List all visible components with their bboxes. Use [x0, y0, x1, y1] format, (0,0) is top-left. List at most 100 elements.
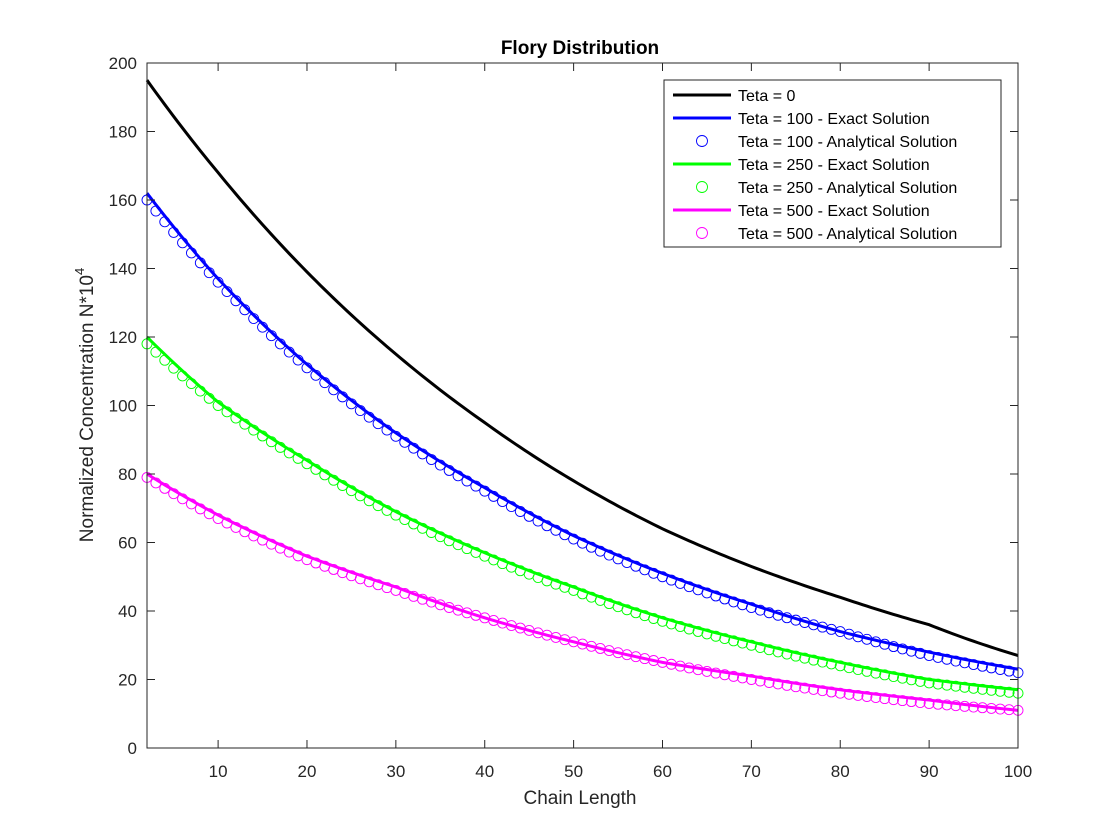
data-point-marker [950, 700, 962, 712]
data-point-marker [425, 454, 437, 465]
series-line [145, 79, 1019, 657]
x-tick-label: 30 [386, 762, 405, 781]
data-point-marker [665, 658, 677, 670]
data-point-marker [523, 625, 535, 636]
data-point-marker [941, 653, 953, 665]
data-point-marker [425, 527, 437, 538]
data-point-marker [488, 490, 500, 502]
data-point-marker [337, 480, 348, 491]
x-tick-label: 80 [831, 762, 850, 781]
data-point-marker [905, 674, 917, 686]
data-point-marker [977, 660, 988, 672]
data-point-marker [372, 418, 384, 430]
y-tick-label: 120 [109, 328, 137, 347]
data-point-marker [905, 645, 917, 657]
data-point-marker [292, 354, 304, 366]
data-point-marker [159, 482, 171, 494]
data-point-marker [274, 338, 286, 350]
data-point-marker [461, 475, 473, 487]
data-point-marker [861, 691, 873, 702]
legend-label: Teta = 500 - Analytical Solution [738, 226, 957, 243]
series-teta-100-exact-solution [145, 192, 1019, 671]
data-point-marker [825, 658, 837, 670]
data-point-marker [257, 321, 268, 333]
data-point-marker [559, 529, 571, 541]
data-point-marker [914, 647, 926, 659]
data-point-marker [950, 655, 962, 667]
data-point-marker [790, 650, 802, 662]
data-point-marker [870, 692, 882, 704]
data-point-marker [221, 286, 233, 298]
data-point-marker [701, 628, 713, 640]
x-tick-label: 60 [653, 762, 672, 781]
data-point-marker [1003, 704, 1015, 716]
data-point-marker [168, 362, 180, 374]
legend-label: Teta = 100 - Exact Solution [738, 111, 930, 128]
data-point-marker [497, 496, 508, 507]
x-tick-label: 90 [920, 762, 939, 781]
data-point-marker [657, 656, 668, 668]
x-tick-label: 50 [564, 762, 583, 781]
data-point-marker [248, 424, 260, 436]
data-point-marker [817, 621, 828, 633]
data-point-marker [621, 649, 633, 661]
legend-label: Teta = 100 - Analytical Solution [738, 134, 957, 151]
data-point-marker [257, 534, 268, 546]
data-point-marker [612, 647, 624, 659]
data-point-marker [728, 635, 740, 647]
y-axis-label-main: Normalized Concentration N*10 [77, 275, 98, 542]
data-point-marker [585, 640, 597, 652]
x-tick-label: 10 [209, 762, 228, 781]
data-point-marker [257, 430, 268, 442]
data-point-marker [790, 614, 802, 626]
data-point-marker [248, 313, 260, 324]
data-point-marker [808, 654, 820, 666]
data-point-marker [728, 670, 740, 682]
data-point-marker [577, 638, 588, 650]
data-point-marker [968, 659, 980, 670]
data-point-marker [328, 384, 340, 396]
data-point-marker [150, 346, 162, 358]
data-point-marker [301, 362, 313, 374]
data-point-marker [941, 679, 953, 691]
data-point-marker [470, 480, 482, 492]
data-point-marker [390, 509, 402, 521]
data-point-marker [754, 642, 766, 653]
data-point-marker [345, 485, 357, 497]
data-point-marker [363, 495, 375, 507]
data-point-marker [923, 698, 935, 709]
data-point-marker [283, 447, 295, 459]
data-point-marker [452, 470, 464, 482]
data-point-marker [292, 452, 304, 464]
data-point-marker [897, 672, 908, 684]
data-point-marker [532, 627, 544, 639]
data-point-marker [897, 643, 908, 655]
data-point-marker [852, 664, 864, 675]
legend-entry-teta-0: Teta = 0 [673, 88, 795, 105]
data-point-marker [1003, 665, 1015, 677]
data-point-marker [648, 655, 660, 666]
data-point-marker [834, 687, 846, 699]
data-point-marker [354, 490, 366, 502]
data-point-marker [968, 701, 980, 713]
data-point-marker [594, 643, 606, 654]
y-tick-label: 80 [118, 465, 137, 484]
data-point-marker [532, 515, 544, 527]
data-point-marker [834, 660, 846, 672]
data-point-marker [843, 688, 855, 700]
data-point-marker [825, 623, 837, 635]
legend-entry-teta-100-exact-solution: Teta = 100 - Exact Solution [673, 111, 930, 128]
data-point-marker [194, 257, 206, 269]
data-point-marker [799, 617, 811, 628]
data-point-marker [514, 506, 526, 517]
data-point-marker [950, 680, 962, 692]
chart-title: Flory Distribution [501, 38, 659, 59]
data-point-marker [319, 469, 331, 481]
data-point-marker [737, 672, 748, 684]
data-point-marker [914, 697, 926, 708]
y-tick-label: 180 [109, 123, 137, 142]
data-point-marker [932, 698, 944, 710]
data-point-marker [879, 693, 891, 705]
legend-entry-teta-250-analytical-solution: Teta = 250 - Analytical Solution [696, 180, 957, 197]
data-point-marker [568, 636, 580, 648]
